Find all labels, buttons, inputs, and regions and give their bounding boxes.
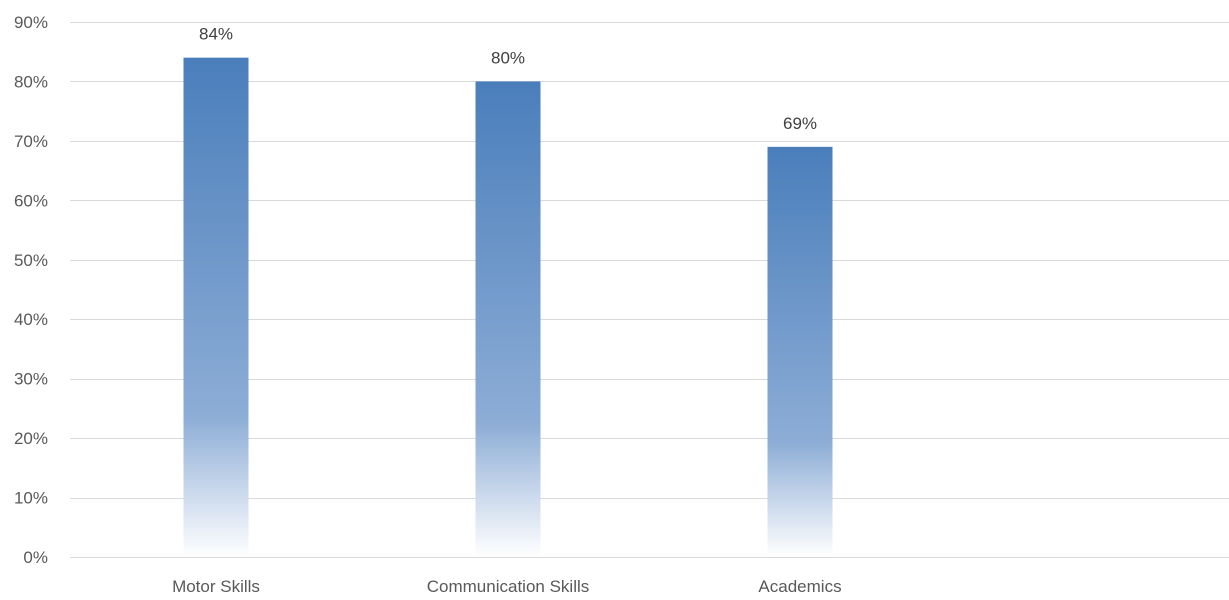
y-tick-label: 60%: [14, 191, 48, 210]
y-tick-label: 40%: [14, 310, 48, 329]
y-tick-label: 0%: [23, 548, 48, 567]
y-axis-ticks: 0% 10% 20% 30% 40% 50% 60% 70% 80% 90%: [14, 13, 48, 567]
data-labels: 84% 80% 69%: [199, 25, 817, 133]
y-tick-label: 90%: [14, 13, 48, 32]
data-label: 69%: [783, 114, 817, 133]
bar: [475, 81, 541, 557]
y-tick-label: 30%: [14, 370, 48, 389]
y-tick-label: 10%: [14, 489, 48, 508]
x-category-label: Communication Skills: [427, 577, 590, 596]
bar: [767, 146, 833, 558]
x-category-label: Academics: [758, 577, 841, 596]
bars: [183, 57, 833, 558]
y-tick-label: 50%: [14, 251, 48, 270]
y-tick-label: 80%: [14, 72, 48, 91]
data-label: 84%: [199, 25, 233, 44]
y-tick-label: 20%: [14, 429, 48, 448]
x-axis-categories: Motor Skills Communication Skills Academic…: [172, 577, 842, 596]
gridlines: [70, 22, 1229, 558]
data-label: 80%: [491, 48, 525, 67]
x-category-label: Motor Skills: [172, 577, 260, 596]
bar: [183, 57, 249, 558]
y-tick-label: 70%: [14, 132, 48, 151]
